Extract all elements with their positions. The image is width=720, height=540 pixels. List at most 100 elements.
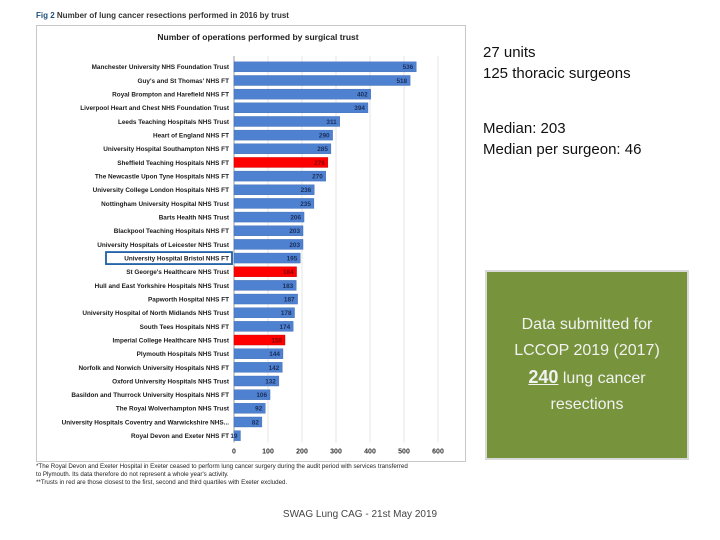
category-label: Hull and East Yorkshire Hospitals NHS Tr… xyxy=(95,283,230,290)
bar xyxy=(233,416,263,428)
lccop-callout: Data submitted for LCCOP 2019 (2017) 240… xyxy=(485,270,689,460)
category-label: Oxford University Hospitals NHS Trust xyxy=(112,378,230,385)
lccop-line-1: Data submitted for xyxy=(521,316,653,333)
bar xyxy=(233,239,304,250)
bar xyxy=(233,403,266,414)
category-label: Imperial College Healthcare NHS Trust xyxy=(113,337,230,344)
units-summary: 27 units 125 thoracic surgeons xyxy=(483,42,631,84)
lccop-text: Data submitted for LCCOP 2019 (2017) 240… xyxy=(514,312,660,418)
bar xyxy=(233,75,411,86)
category-label: Liverpool Heart and Chest NHS Foundation… xyxy=(80,105,230,112)
lccop-line-3: 240 lung cancer xyxy=(514,364,660,392)
x-tick-label: 200 xyxy=(296,448,308,455)
bar xyxy=(233,143,332,154)
bar-value-label: 203 xyxy=(289,242,300,249)
lccop-line-3-rest: lung cancer xyxy=(562,370,646,387)
bar xyxy=(233,266,297,277)
category-label: Manchester University NHS Foundation Tru… xyxy=(92,64,230,71)
bar-value-label: 150 xyxy=(271,337,282,344)
lccop-line-4: resections xyxy=(550,396,624,413)
figure-title: Fig 2 Number of lung cancer resections p… xyxy=(36,11,289,20)
bar-value-label: 206 xyxy=(290,214,301,221)
bar-value-label: 394 xyxy=(354,105,365,112)
bar-value-label: 235 xyxy=(300,201,311,208)
category-label: Sheffield Teaching Hospitals NHS FT xyxy=(117,160,229,167)
bar-value-label: 106 xyxy=(256,392,267,399)
bar xyxy=(233,280,297,291)
bar-value-label: 82 xyxy=(252,419,260,426)
bar xyxy=(233,129,333,141)
category-label: University Hospital of North Midlands NH… xyxy=(82,310,230,317)
bar-value-label: 276 xyxy=(314,160,325,167)
x-tick-label: 600 xyxy=(432,448,444,455)
x-tick-label: 100 xyxy=(262,448,274,455)
slide-footer: SWAG Lung CAG - 21st May 2019 xyxy=(282,509,438,520)
median-value: Median: 203 xyxy=(483,120,566,137)
bar xyxy=(233,88,371,100)
bar xyxy=(233,184,315,195)
bar-value-label: 402 xyxy=(357,92,368,99)
bar xyxy=(233,61,417,73)
x-tick-label: 0 xyxy=(232,448,236,455)
bar-value-label: 195 xyxy=(287,255,298,262)
bar-value-label: 19 xyxy=(230,433,238,440)
bar-value-label: 92 xyxy=(255,406,263,413)
chart-notes: *The Royal Devon and Exeter Hospital in … xyxy=(36,463,476,487)
bar-value-label: 178 xyxy=(281,310,292,317)
category-label: The Royal Wolverhampton NHS Trust xyxy=(116,406,230,413)
bar-value-label: 311 xyxy=(326,119,337,126)
category-label: Royal Brompton and Harefield NHS FT xyxy=(112,92,229,99)
bar xyxy=(233,307,295,318)
figure-title-text: Number of lung cancer resections perform… xyxy=(56,11,289,20)
bar xyxy=(233,293,298,305)
category-label: Basildon and Thurrock University Hospita… xyxy=(71,392,229,399)
category-label: The Newcastle Upon Tyne Hospitals NHS FT xyxy=(95,174,229,181)
bar xyxy=(233,348,284,359)
bar-value-label: 290 xyxy=(319,133,330,140)
bar xyxy=(233,334,286,346)
bar xyxy=(233,211,305,223)
figure-label: Fig 2 xyxy=(36,11,55,20)
bar xyxy=(233,225,304,236)
category-label: University Hospital Bristol NHS FT xyxy=(124,255,229,262)
surgeons-count: 125 thoracic surgeons xyxy=(483,65,631,82)
bar xyxy=(233,362,283,373)
note-line-2: to Plymouth. Its data therefore do not r… xyxy=(36,471,229,478)
category-label: Papworth Hospital NHS FT xyxy=(148,296,229,303)
median-summary: Median: 203 Median per surgeon: 46 xyxy=(483,118,641,160)
lccop-resection-count: 240 xyxy=(528,367,559,387)
bar-value-label: 132 xyxy=(265,378,276,385)
category-label: Leeds Teaching Hospitals NHS Trust xyxy=(118,119,230,126)
category-label: Royal Devon and Exeter NHS FT xyxy=(131,433,229,440)
bar-value-label: 518 xyxy=(396,78,407,85)
bar-value-label: 203 xyxy=(289,228,300,235)
bar-value-label: 144 xyxy=(269,351,280,358)
median-per-surgeon: Median per surgeon: 46 xyxy=(483,141,642,158)
x-tick-label: 300 xyxy=(330,448,342,455)
bar-chart: Number of operations performed by surgic… xyxy=(62,32,444,455)
category-label: Heart of England NHS FT xyxy=(153,133,229,140)
bar xyxy=(233,252,301,264)
bar-value-label: 174 xyxy=(279,324,290,331)
lccop-line-2: LCCOP 2019 (2017) xyxy=(514,342,660,359)
category-label: Guy's and St Thomas' NHS FT xyxy=(138,78,230,85)
category-label: South Tees Hospitals NHS FT xyxy=(140,324,229,331)
bar-value-label: 187 xyxy=(284,296,295,303)
category-label: St George's Healthcare NHS Trust xyxy=(126,269,230,276)
bar-value-label: 285 xyxy=(317,146,328,153)
bar xyxy=(233,389,271,400)
note-line-1: *The Royal Devon and Exeter Hospital in … xyxy=(36,463,408,470)
bar xyxy=(233,170,327,182)
bar xyxy=(233,198,315,209)
category-label: Blackpool Teaching Hospitals NHS FT xyxy=(114,228,229,235)
bar xyxy=(233,321,294,332)
category-label: Barts Health NHS Trust xyxy=(159,214,230,221)
category-label: Norfolk and Norwich University Hospitals… xyxy=(78,365,229,372)
bar xyxy=(233,102,369,114)
category-label: Plymouth Hospitals NHS Trust xyxy=(137,351,230,358)
bar xyxy=(233,375,280,387)
chart-title: Number of operations performed by surgic… xyxy=(157,32,358,42)
category-label: University Hospital Southampton NHS FT xyxy=(103,146,229,153)
bar-value-label: 183 xyxy=(283,283,294,290)
highlight-outline xyxy=(105,251,233,265)
